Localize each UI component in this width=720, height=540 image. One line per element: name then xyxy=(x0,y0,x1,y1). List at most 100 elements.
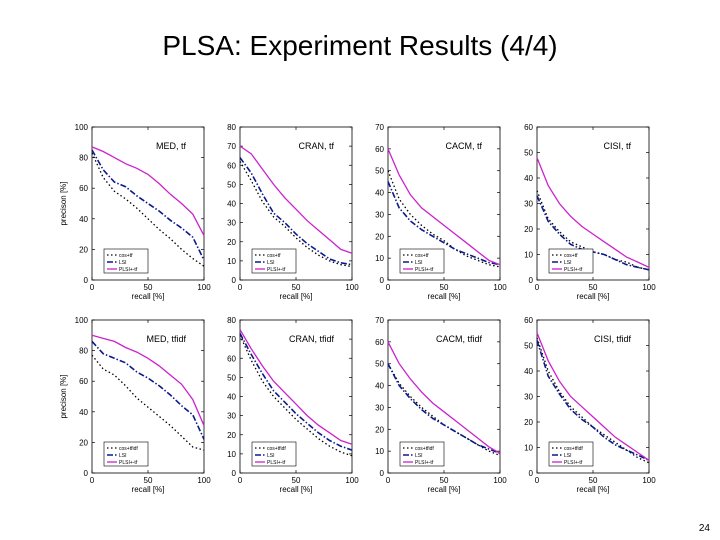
y-tick-label: 40 xyxy=(79,408,88,417)
y-tick-label: 0 xyxy=(84,276,89,285)
x-tick-label: 50 xyxy=(144,476,153,485)
y-tick-label: 10 xyxy=(375,254,384,263)
legend-label: cos+tfidf xyxy=(267,446,286,452)
legend-label: LSI xyxy=(119,453,127,459)
chart-1: 0 20 40 60 80 100 0 50 100 recall [%] precison [%]… xyxy=(59,123,211,301)
x-tick-label: 50 xyxy=(292,283,301,292)
x-tick-label: 0 xyxy=(90,476,95,485)
legend-label: LSI xyxy=(564,453,572,459)
legend-label: LSI xyxy=(267,260,275,266)
y-tick-label: 50 xyxy=(524,342,533,351)
y-tick-label: 50 xyxy=(524,149,533,158)
y-tick-label: 20 xyxy=(524,418,533,427)
y-axis-label: precison [%] xyxy=(59,181,68,225)
series-line-2 xyxy=(91,340,205,440)
chart-title: CACM, tfidf xyxy=(436,334,483,344)
y-tick-label: 30 xyxy=(375,210,384,219)
y-tick-label: 60 xyxy=(79,377,88,386)
y-tick-label: 40 xyxy=(375,189,384,198)
x-tick-label: 100 xyxy=(197,476,211,485)
x-tick-label: 0 xyxy=(238,476,243,485)
legend-label: PLSI+-tf xyxy=(564,267,583,273)
chart-title: MED, tfidf xyxy=(146,334,186,344)
y-tick-label: 30 xyxy=(524,393,533,402)
series-line-2 xyxy=(239,157,353,266)
y-tick-label: 60 xyxy=(524,316,533,325)
chart-5: 0 20 40 60 80 100 0 50 100 recall [%] precison [%]… xyxy=(59,316,211,494)
y-tick-label: 70 xyxy=(227,335,236,344)
legend-label: cos+tf xyxy=(564,253,578,259)
y-tick-label: 0 xyxy=(380,276,385,285)
y-tick-label: 0 xyxy=(232,276,237,285)
y-tick-label: 40 xyxy=(524,367,533,376)
legend-label: PLSI+-tf xyxy=(267,460,286,466)
series-line-2 xyxy=(387,181,501,266)
series-line-2 xyxy=(91,149,205,261)
y-tick-label: 80 xyxy=(227,123,236,132)
slide-title: PLSA: Experiment Results (4/4) xyxy=(162,30,558,61)
y-tick-label: 10 xyxy=(524,251,533,260)
series-line-3 xyxy=(387,341,501,454)
x-tick-label: 50 xyxy=(589,476,598,485)
series-line-3 xyxy=(239,145,353,254)
y-tick-label: 40 xyxy=(227,200,236,209)
legend-label: LSI xyxy=(267,453,275,459)
series-line-3 xyxy=(91,334,205,426)
y-tick-label: 70 xyxy=(375,123,384,132)
legend-label: PLSI+-tf xyxy=(415,267,434,273)
y-tick-label: 20 xyxy=(375,232,384,241)
y-tick-label: 70 xyxy=(227,142,236,151)
y-tick-label: 10 xyxy=(524,444,533,453)
y-tick-label: 20 xyxy=(227,431,236,440)
chart-title: CISI, tf xyxy=(603,141,631,151)
y-tick-label: 0 xyxy=(232,469,237,478)
x-tick-label: 100 xyxy=(642,283,656,292)
series-line-3 xyxy=(91,146,205,236)
y-tick-label: 60 xyxy=(227,161,236,170)
legend-label: cos+tfidf xyxy=(415,446,434,452)
x-tick-label: 0 xyxy=(386,283,391,292)
chart-4: 0 10 20 30 40 50 60 0 50 100 recall [%] CISI, tf cos… xyxy=(524,123,656,301)
chart-6: 0 10 20 30 40 50 60 70 80 0 50 100 recall [%] CRAN, t… xyxy=(227,316,359,494)
chart-3: 0 10 20 30 40 50 60 70 0 50 100 recall [%] CACM, tf c… xyxy=(375,123,507,301)
series-line-2 xyxy=(239,333,353,451)
legend-label: PLSI+-tf xyxy=(564,460,583,466)
legend-label: cos+tf xyxy=(415,253,429,259)
chart-2: 0 10 20 30 40 50 60 70 80 0 50 100 recall [%] CRAN, t… xyxy=(227,123,359,301)
legend-label: LSI xyxy=(415,453,423,459)
series-line-1 xyxy=(387,170,501,268)
series-line-3 xyxy=(239,329,353,445)
chart-title: CACM, tf xyxy=(445,141,482,151)
series-line-1 xyxy=(91,354,205,451)
y-tick-label: 20 xyxy=(227,238,236,247)
x-axis-label: recall [%] xyxy=(577,292,610,301)
x-tick-label: 50 xyxy=(440,476,449,485)
y-tick-label: 50 xyxy=(227,373,236,382)
y-tick-label: 0 xyxy=(84,469,89,478)
x-axis-label: recall [%] xyxy=(280,485,313,494)
legend-label: cos+tfidf xyxy=(564,446,583,452)
x-tick-label: 100 xyxy=(345,283,359,292)
legend-label: cos+tf xyxy=(267,253,281,259)
x-tick-label: 100 xyxy=(642,476,656,485)
x-tick-label: 50 xyxy=(144,283,153,292)
y-tick-label: 20 xyxy=(375,425,384,434)
chart-title: CRAN, tfidf xyxy=(289,334,335,344)
x-tick-label: 100 xyxy=(197,283,211,292)
y-tick-label: 60 xyxy=(375,338,384,347)
x-axis-label: recall [%] xyxy=(577,485,610,494)
legend-label: LSI xyxy=(564,260,572,266)
series-line-3 xyxy=(536,332,650,461)
x-tick-label: 100 xyxy=(345,476,359,485)
y-tick-label: 40 xyxy=(375,382,384,391)
chart-7: 0 10 20 30 40 50 60 70 0 50 100 recall [%] CACM, tfi… xyxy=(375,316,507,494)
legend-label: PLSI+-tf xyxy=(119,460,138,466)
x-tick-label: 100 xyxy=(493,476,507,485)
legend-label: cos+tf xyxy=(119,253,133,259)
y-tick-label: 70 xyxy=(375,316,384,325)
y-tick-label: 10 xyxy=(227,257,236,266)
series-line-3 xyxy=(387,148,501,266)
y-tick-label: 60 xyxy=(375,145,384,154)
y-tick-label: 10 xyxy=(227,450,236,459)
x-tick-label: 50 xyxy=(292,476,301,485)
